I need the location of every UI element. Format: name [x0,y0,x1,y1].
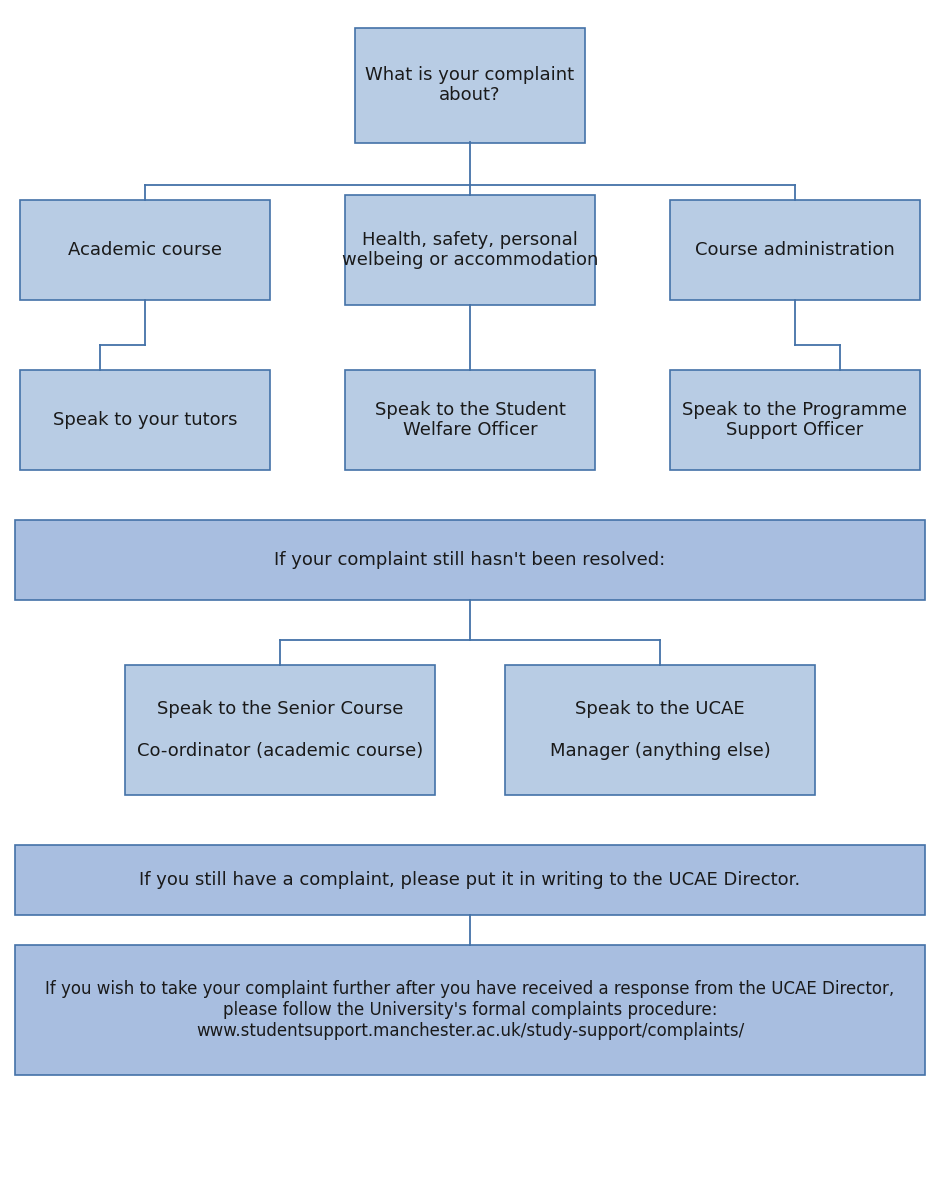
FancyBboxPatch shape [20,200,270,299]
Text: Course administration: Course administration [695,241,895,259]
FancyBboxPatch shape [670,370,920,470]
Text: Health, safety, personal
welbeing or accommodation: Health, safety, personal welbeing or acc… [342,230,598,270]
Text: Speak to the UCAE

Manager (anything else): Speak to the UCAE Manager (anything else… [550,700,771,760]
FancyBboxPatch shape [670,200,920,299]
Text: Speak to the Programme
Support Officer: Speak to the Programme Support Officer [682,401,907,439]
FancyBboxPatch shape [20,370,270,470]
Text: If you still have a complaint, please put it in writing to the UCAE Director.: If you still have a complaint, please pu… [139,871,801,889]
Text: Academic course: Academic course [68,241,222,259]
Text: If your complaint still hasn't been resolved:: If your complaint still hasn't been reso… [274,551,666,569]
Text: Speak to the Senior Course

Co-ordinator (academic course): Speak to the Senior Course Co-ordinator … [137,700,423,760]
FancyBboxPatch shape [355,27,585,142]
FancyBboxPatch shape [345,194,595,305]
FancyBboxPatch shape [345,370,595,470]
Text: What is your complaint
about?: What is your complaint about? [366,66,574,105]
FancyBboxPatch shape [125,665,435,795]
FancyBboxPatch shape [15,520,925,600]
Text: Speak to the Student
Welfare Officer: Speak to the Student Welfare Officer [374,401,566,439]
FancyBboxPatch shape [15,845,925,915]
Text: Speak to your tutors: Speak to your tutors [53,412,237,429]
Text: If you wish to take your complaint further after you have received a response fr: If you wish to take your complaint furth… [45,981,895,1040]
FancyBboxPatch shape [505,665,815,795]
FancyBboxPatch shape [15,945,925,1075]
